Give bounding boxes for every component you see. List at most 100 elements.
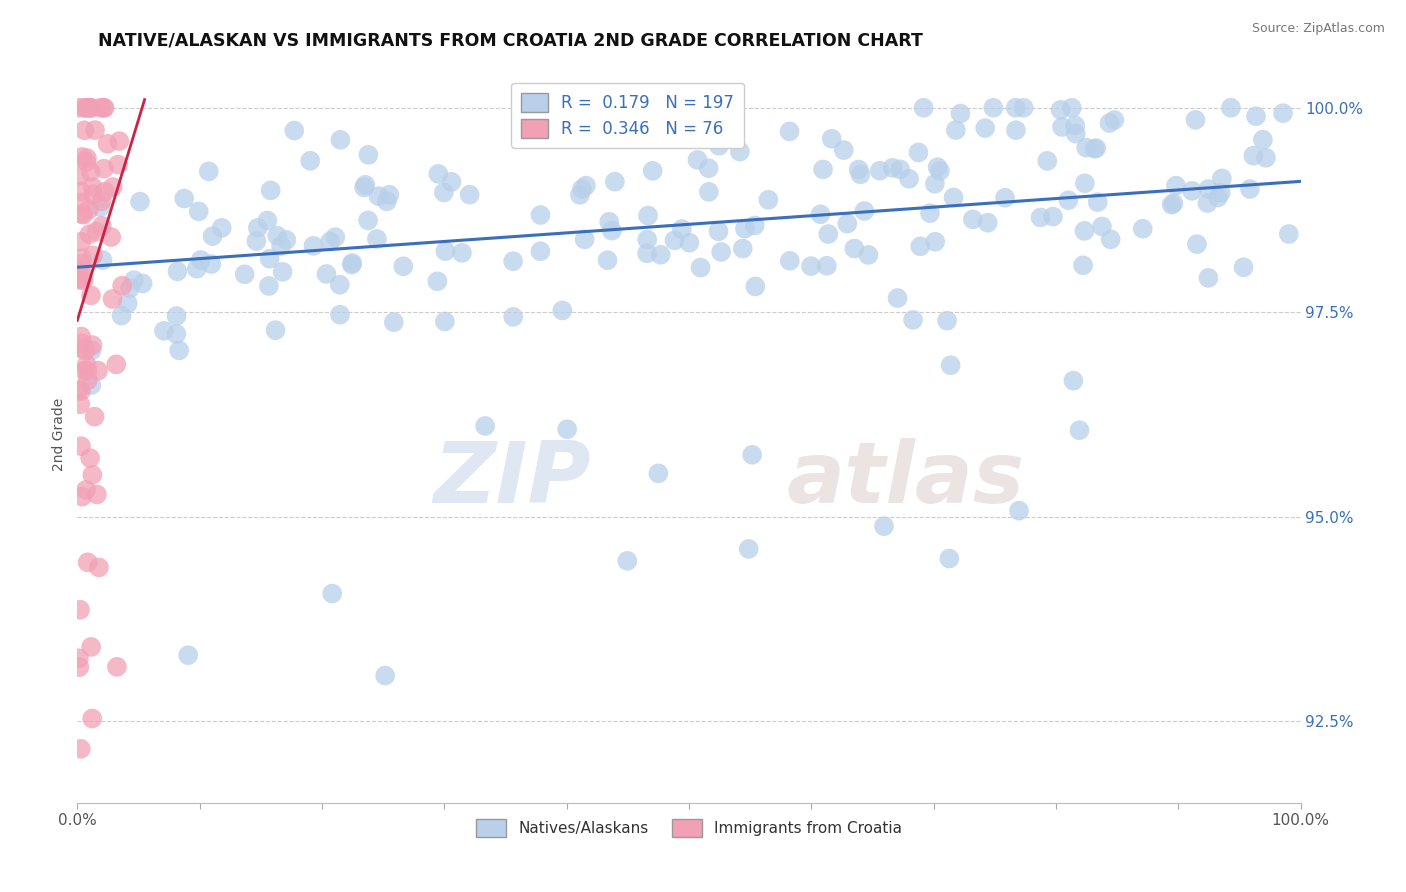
Point (186, 261, 208, 276)
Point (1163, 196, 1185, 211)
Point (264, 323, 287, 337)
Point (942, 190, 965, 204)
Point (697, 185, 720, 199)
Point (882, 161, 904, 175)
Point (89, 101, 111, 115)
Point (108, 134, 131, 148)
Point (1181, 184, 1204, 198)
Point (949, 106, 972, 120)
Point (1197, 196, 1219, 211)
Point (1091, 219, 1114, 234)
Point (800, 259, 823, 273)
Point (79, 451, 101, 466)
Point (76, 151, 98, 165)
Point (1239, 182, 1261, 196)
Point (568, 187, 591, 202)
Point (817, 227, 839, 241)
Text: ZIP: ZIP (433, 437, 591, 521)
Point (1036, 153, 1059, 168)
Point (245, 234, 267, 248)
Point (678, 235, 700, 250)
Point (329, 308, 352, 322)
Point (1087, 195, 1109, 210)
Point (1185, 237, 1208, 252)
Point (83, 409, 105, 424)
Point (70, 207, 93, 221)
Point (111, 278, 134, 293)
Point (329, 277, 352, 292)
Point (382, 315, 405, 329)
Point (427, 167, 450, 181)
Point (1012, 101, 1035, 115)
Point (1206, 190, 1229, 204)
Point (165, 326, 187, 341)
Point (91, 253, 114, 268)
Point (811, 162, 834, 177)
Point (938, 551, 960, 566)
Point (75, 101, 97, 115)
Point (70, 384, 93, 398)
Point (190, 252, 212, 267)
Point (299, 153, 322, 168)
Point (707, 138, 730, 153)
Point (70, 342, 93, 356)
Point (70, 263, 93, 277)
Point (1073, 224, 1095, 238)
Point (641, 164, 664, 178)
Point (1062, 374, 1084, 388)
Point (636, 233, 658, 247)
Point (1132, 221, 1154, 235)
Point (67, 271, 90, 285)
Point (69, 185, 91, 199)
Point (70, 235, 93, 249)
Point (596, 253, 619, 268)
Point (76, 373, 98, 387)
Point (319, 235, 342, 249)
Point (1074, 176, 1097, 190)
Point (555, 422, 578, 436)
Point (1251, 133, 1274, 147)
Point (451, 245, 474, 260)
Y-axis label: 2nd Grade: 2nd Grade (52, 398, 66, 472)
Point (741, 448, 763, 462)
Point (86, 225, 108, 239)
Point (260, 183, 283, 197)
Point (924, 235, 946, 249)
Point (283, 123, 305, 137)
Point (187, 204, 209, 219)
Point (433, 314, 456, 328)
Point (329, 133, 352, 147)
Point (153, 324, 176, 338)
Point (69, 603, 91, 617)
Point (256, 213, 278, 227)
Point (105, 357, 128, 371)
Point (67, 651, 90, 665)
Point (600, 224, 623, 238)
Point (574, 232, 596, 246)
Point (779, 124, 801, 138)
Point (90, 194, 112, 209)
Point (1060, 101, 1083, 115)
Point (426, 274, 449, 288)
Point (354, 178, 377, 192)
Point (67, 101, 90, 115)
Point (502, 310, 524, 324)
Point (707, 224, 730, 238)
Point (83, 187, 105, 202)
Point (1064, 127, 1087, 141)
Point (1164, 178, 1187, 193)
Point (321, 586, 343, 600)
Point (67, 383, 90, 397)
Text: atlas: atlas (787, 437, 1025, 521)
Point (266, 228, 288, 243)
Point (80, 378, 103, 392)
Point (1254, 151, 1277, 165)
Point (177, 648, 200, 662)
Point (1209, 186, 1232, 200)
Point (166, 264, 188, 278)
Point (815, 259, 838, 273)
Point (70, 150, 93, 164)
Point (90, 219, 112, 233)
Point (200, 257, 222, 271)
Point (73, 123, 96, 137)
